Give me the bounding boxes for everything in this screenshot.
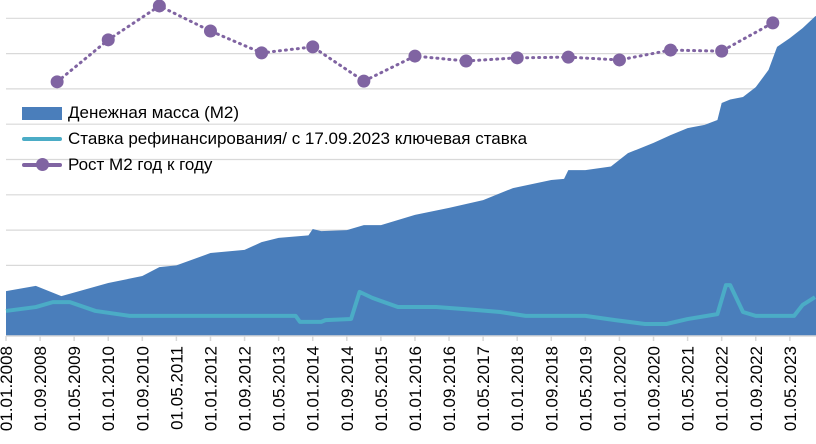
legend-swatch-line: [8, 126, 64, 152]
x-tick-label: 01.09.2012: [236, 346, 255, 431]
x-tick-label: 01.05.2015: [372, 346, 391, 431]
x-tick-label: 01.05.2013: [270, 346, 289, 431]
growth-point: [715, 44, 729, 58]
growth-point: [612, 53, 626, 67]
x-tick-label: 01.01.2012: [201, 346, 220, 431]
x-tick-label: 01.05.2009: [65, 346, 84, 431]
x-tick-label: 01.05.2011: [167, 346, 186, 430]
x-tick-label: 01.01.2022: [713, 346, 732, 431]
x-tick-label: 01.01.2016: [406, 346, 425, 431]
growth-point: [766, 16, 780, 30]
x-tick-label: 01.01.2020: [610, 346, 629, 431]
legend-label: Рост М2 год к году: [68, 155, 213, 174]
legend-swatch-area: [8, 100, 64, 126]
m2-area: [6, 16, 816, 336]
growth-point: [306, 40, 320, 54]
growth-point: [152, 0, 166, 13]
x-tick-label: 01.01.2018: [508, 346, 527, 431]
x-tick-label: 01.09.2022: [747, 346, 766, 431]
x-tick-label: 01.01.2014: [304, 346, 323, 431]
x-tick-label: 01.09.2018: [542, 346, 561, 431]
x-tick-label: 01.09.2020: [645, 346, 664, 431]
x-tick-label: 01.09.2010: [133, 346, 152, 431]
growth-point: [408, 49, 422, 63]
legend-label: Ставка рефинансирования/ с 17.09.2023 кл…: [68, 129, 528, 148]
legend-swatch-marker-line: [8, 152, 64, 178]
legend-item-growth: Рост М2 год к году: [8, 152, 527, 178]
x-tick-label: 01.05.2021: [679, 346, 698, 431]
x-tick-label: 01.05.2019: [576, 346, 595, 431]
growth-point: [459, 54, 473, 68]
growth-point: [255, 46, 269, 60]
x-tick-label: 01.01.2010: [99, 346, 118, 431]
legend: Денежная масса (М2) Ставка рефинансирова…: [8, 100, 527, 178]
x-tick-label: 01.09.2008: [31, 346, 50, 431]
growth-point: [203, 24, 217, 38]
x-tick-label: 01.01.2008: [0, 346, 16, 431]
growth-line: [55, 4, 775, 84]
x-tick-label: 01.05.2023: [781, 346, 800, 431]
growth-point: [510, 51, 524, 65]
legend-item-m2: Денежная масса (М2): [8, 100, 527, 126]
legend-item-rate: Ставка рефинансирования/ с 17.09.2023 кл…: [8, 126, 527, 152]
rate-line: [5, 283, 816, 326]
x-tick-label: 01.09.2016: [440, 346, 459, 431]
growth-point: [50, 75, 64, 89]
growth-point: [561, 50, 575, 64]
growth-point: [357, 74, 371, 88]
x-tick-label: 01.09.2014: [338, 346, 357, 431]
legend-label: Денежная масса (М2): [68, 103, 240, 122]
growth-point: [101, 33, 115, 47]
x-tick-label: 01.05.2017: [474, 346, 493, 431]
growth-point: [664, 43, 678, 57]
